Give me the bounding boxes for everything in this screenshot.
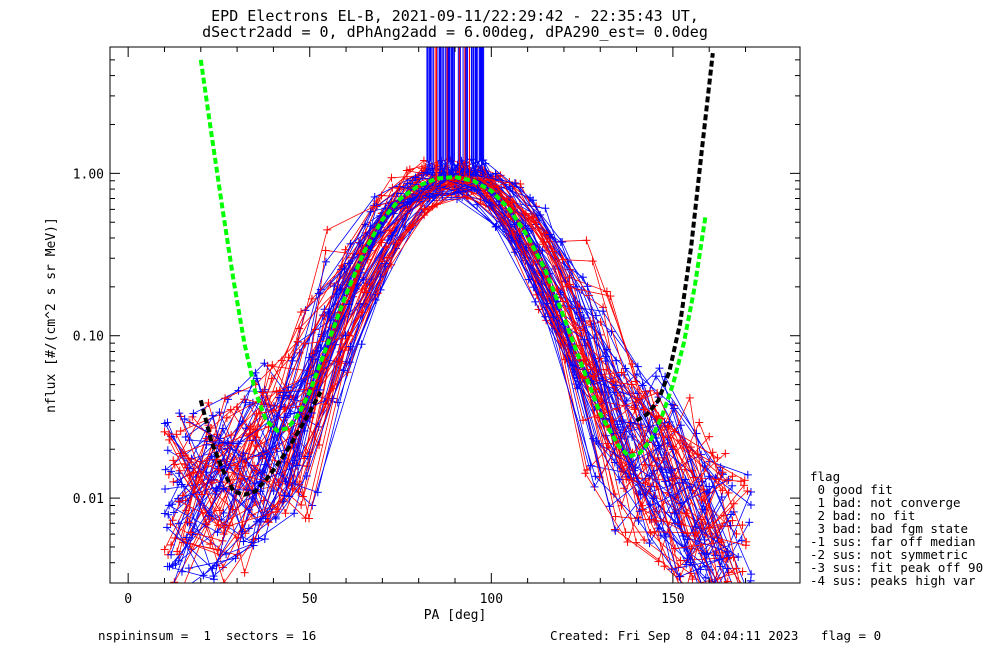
spectrum-line-61 (173, 168, 728, 583)
spectrum-line-68 (190, 177, 747, 542)
y-axis-label: nflux [#/(cm^2 s sr MeV)] (44, 217, 59, 413)
y-tick-label-2: 1.00 (73, 167, 104, 182)
spike-base-16 (475, 160, 485, 177)
legend-item-not-symmetric: -2 sus: not symmetric (810, 547, 969, 562)
spectrum-line-5 (189, 160, 718, 583)
spectrum-line-72 (187, 177, 722, 549)
fit-green-curve (198, 59, 708, 459)
spectrum-line-0 (173, 182, 723, 554)
legend-item-bad-fgm: 3 bad: bad fgm state (810, 521, 969, 536)
legend-item-good-fit: 0 good fit (810, 482, 893, 497)
legend-item-fit-peak-off: -3 sus: fit peak off 90 (810, 560, 984, 575)
spectrum-line-65 (166, 183, 752, 583)
legend-item-not-converge: 1 bad: not converge (810, 495, 961, 510)
spike-base-58 (443, 160, 454, 177)
y-tick-label-1: 0.10 (73, 330, 104, 345)
footer-settings: nspininsum = 1 sectors = 16 (98, 628, 317, 643)
spectrum-curve-73 (163, 156, 717, 583)
x-axis-label: PA [deg] (424, 608, 487, 623)
spectrum-line-60 (183, 164, 719, 583)
spectrum-line-11 (176, 178, 706, 511)
spike-base-55 (471, 160, 481, 177)
spike-base-18 (430, 160, 436, 177)
spike-base-43 (437, 160, 446, 177)
spike-base-33 (437, 160, 444, 177)
spectrum-line-50 (193, 167, 723, 578)
fit-black-left (198, 391, 323, 497)
spectrum-curve-52 (160, 164, 749, 514)
axes: 0 50 100 150 0.01 0.10 1.00 PA [deg] nflux [#/(c… (44, 46, 801, 623)
legend-title: flag (810, 469, 841, 484)
spectrum-line-78 (168, 172, 718, 496)
x-tick-label-50: 50 (302, 592, 318, 607)
legend-item-far-off-median: -1 sus: far off median (810, 534, 976, 549)
legend-item-no-fit: 2 bad: no fit (810, 508, 916, 523)
plot-area (160, 47, 756, 583)
chart-title: EPD Electrons EL-B, 2021-09-11/22:29:42 … (211, 7, 699, 25)
x-tick-label-150: 150 (661, 592, 684, 607)
chart-subtitle: dSectr2add = 0, dPhAng2add = 6.00deg, dP… (202, 23, 708, 41)
spike-base-45 (480, 160, 485, 177)
spectrum-curve-77 (180, 168, 743, 561)
x-tick-label-0: 0 (124, 592, 132, 607)
saturated-spikes (422, 47, 491, 181)
spike-base-38 (481, 160, 491, 177)
spectrum-line-21 (170, 171, 748, 492)
spectrum-curve-78 (165, 169, 722, 499)
spectrum-curve-74 (185, 161, 720, 583)
spectrum-curve-17 (184, 172, 725, 573)
spike-base-37 (453, 160, 464, 177)
footer-created: Created: Fri Sep 8 04:04:11 2023 flag = … (550, 628, 882, 643)
spike-base-44 (427, 160, 433, 177)
y-tick-label-0: 0.01 (73, 492, 104, 507)
x-tick-label-100: 100 (480, 592, 503, 607)
flag-legend: flag 0 good fit 1 bad: not converge 2 ba… (810, 470, 983, 587)
spike-base-50 (470, 160, 480, 177)
spike-base-32 (452, 160, 458, 177)
spectrum-line-66 (180, 170, 746, 546)
spike-base-57 (474, 160, 484, 177)
spike-base-42 (439, 160, 448, 177)
spectrum-line-79 (189, 177, 710, 515)
spike-base-52 (469, 160, 475, 177)
spectrum-line-74 (189, 165, 720, 583)
legend-item-peaks-high-var: -4 sus: peaks high var (810, 573, 976, 588)
spectrum-line-46 (187, 188, 739, 583)
spectrum-curve-36 (188, 159, 723, 583)
spike-base-59 (458, 160, 468, 177)
spectrum-line-75 (172, 181, 729, 566)
fit-black-right (635, 52, 715, 423)
